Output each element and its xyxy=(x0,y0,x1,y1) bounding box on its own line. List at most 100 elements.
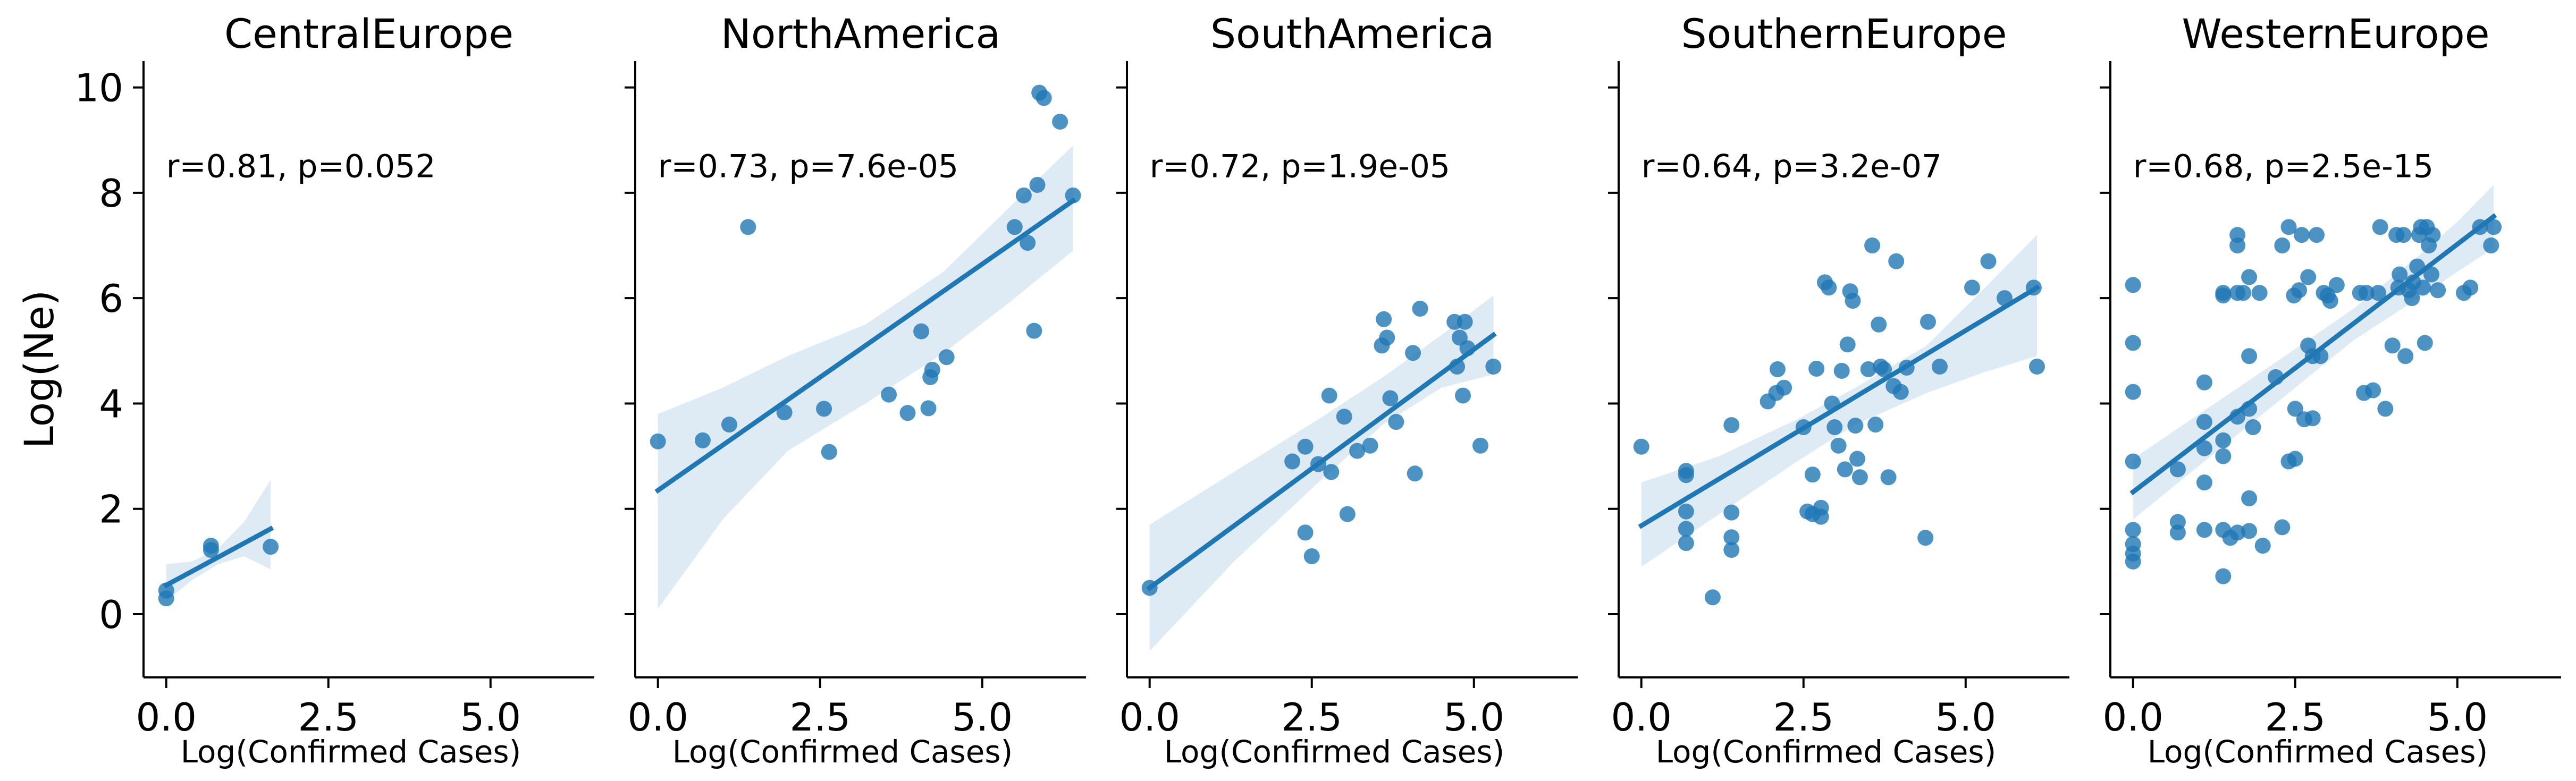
data-point xyxy=(2169,461,2186,478)
x-tick-label: 0.0 xyxy=(1119,695,1180,740)
x-axis-label: Log(Confirmed Cases) xyxy=(2148,734,2488,770)
data-point xyxy=(2196,474,2212,491)
data-point xyxy=(2125,522,2141,538)
data-point xyxy=(1917,530,1934,546)
correlation-annotation: r=0.72, p=1.9e-05 xyxy=(1150,148,1450,185)
data-point xyxy=(2235,285,2252,301)
data-point xyxy=(1845,293,1861,309)
data-point xyxy=(2365,382,2381,398)
panel-title: WesternEurope xyxy=(2182,10,2490,57)
data-point xyxy=(1847,418,1864,434)
x-axis-label: Log(Confirmed Cases) xyxy=(181,734,521,770)
data-point xyxy=(899,405,916,421)
data-point xyxy=(1804,466,1821,483)
data-point xyxy=(1880,469,1897,486)
x-axis-label: Log(Confirmed Cases) xyxy=(672,734,1013,770)
y-tick-label: 6 xyxy=(99,276,123,321)
x-tick-label: 5.0 xyxy=(952,695,1013,740)
data-point xyxy=(821,444,837,460)
data-point xyxy=(1020,235,1036,251)
data-point xyxy=(2274,519,2291,536)
data-point xyxy=(2125,277,2141,293)
data-point xyxy=(1303,548,1320,564)
data-point xyxy=(2254,538,2271,554)
data-point xyxy=(913,323,930,339)
data-point xyxy=(938,349,955,366)
panel-title: SouthAmerica xyxy=(1210,10,1494,57)
data-point xyxy=(2169,524,2186,541)
data-point xyxy=(1006,219,1023,235)
data-point xyxy=(1405,345,1421,361)
regression-line xyxy=(1638,284,2041,529)
data-point xyxy=(1867,417,1884,433)
data-point xyxy=(2125,335,2141,351)
data-point xyxy=(1678,467,1694,483)
data-point xyxy=(1339,506,1356,522)
data-point xyxy=(1407,465,1423,482)
regression-line xyxy=(2129,213,2497,496)
confidence-band xyxy=(658,145,1073,609)
data-point xyxy=(1931,359,1948,375)
data-point xyxy=(1980,253,1997,269)
regression-line xyxy=(1146,332,1497,591)
data-point xyxy=(2125,384,2141,400)
data-point xyxy=(2358,285,2375,301)
data-point xyxy=(2241,348,2258,364)
data-point xyxy=(2423,266,2439,283)
data-point xyxy=(1723,529,1740,546)
data-point xyxy=(2415,279,2431,296)
data-point xyxy=(1839,336,1856,353)
data-point xyxy=(2215,432,2232,448)
data-point xyxy=(694,432,711,448)
y-tick-label: 2 xyxy=(99,487,123,532)
x-tick-label: 2.5 xyxy=(1773,695,1834,740)
data-point xyxy=(1015,187,1032,203)
x-tick-label: 0.0 xyxy=(1611,695,1672,740)
data-point xyxy=(1362,437,1378,454)
data-point xyxy=(2372,219,2388,235)
data-point xyxy=(1457,313,1473,330)
data-point xyxy=(2384,337,2401,354)
data-point xyxy=(2125,553,2141,570)
data-point xyxy=(2328,277,2345,293)
data-point xyxy=(1376,311,1392,327)
data-point xyxy=(1284,453,1301,470)
data-point xyxy=(2196,414,2212,430)
data-point xyxy=(2125,453,2141,470)
data-point xyxy=(2274,237,2291,254)
data-point xyxy=(2304,410,2321,427)
data-point xyxy=(1833,362,1850,379)
data-point xyxy=(1826,419,1843,436)
data-point xyxy=(1769,361,1786,377)
data-point xyxy=(1678,521,1694,537)
x-tick-label: 5.0 xyxy=(1935,695,1997,740)
data-point xyxy=(1336,409,1352,425)
data-point xyxy=(2215,568,2232,584)
data-point xyxy=(1297,524,1314,541)
x-tick-label: 2.5 xyxy=(1281,695,1342,740)
panel-title: CentralEurope xyxy=(224,10,513,57)
data-point xyxy=(1837,461,1853,478)
data-point xyxy=(2287,401,2303,417)
data-point xyxy=(1871,316,1887,333)
data-point xyxy=(2483,237,2499,254)
y-axis-label: Log(Ne) xyxy=(15,290,63,449)
confidence-band xyxy=(166,480,271,601)
data-point xyxy=(2241,490,2258,506)
x-tick-label: 5.0 xyxy=(460,695,521,740)
panel-title: NorthAmerica xyxy=(721,10,1000,57)
y-tick-label: 8 xyxy=(99,171,123,216)
data-point xyxy=(1026,322,1042,339)
regression-line xyxy=(654,197,1076,494)
data-point xyxy=(1860,361,1876,377)
data-point xyxy=(2251,285,2268,301)
x-axis-label: Log(Confirmed Cases) xyxy=(1656,734,1997,770)
x-tick-label: 0.0 xyxy=(136,695,197,740)
regression-line xyxy=(163,525,274,589)
data-point xyxy=(1723,504,1740,521)
data-point xyxy=(1065,187,1081,203)
x-tick-label: 5.0 xyxy=(1444,695,1505,740)
